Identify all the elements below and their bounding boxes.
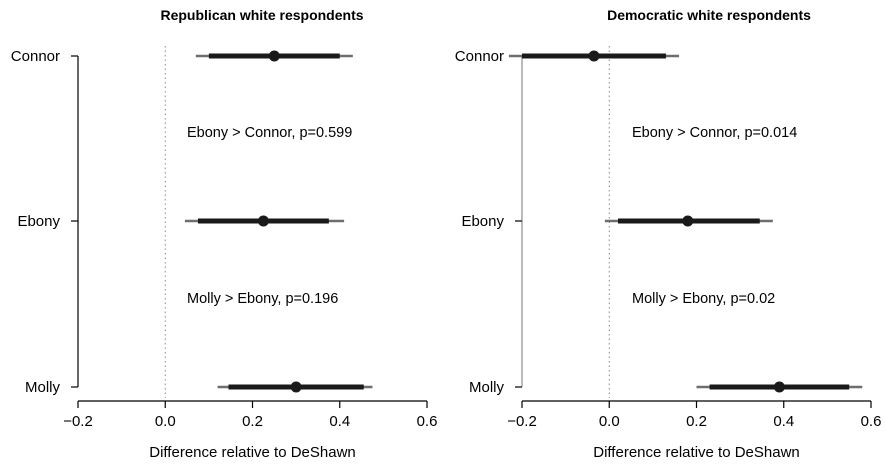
estimate-point [588, 50, 600, 62]
x-tick-label: −0.2 [507, 413, 537, 430]
y-tick-label: Connor [455, 48, 504, 65]
x-tick-label: 0.4 [773, 413, 794, 430]
annotation: Molly > Ebony, p=0.02 [632, 291, 775, 307]
y-tick-label: Ebony [461, 213, 504, 230]
estimate-point [773, 381, 785, 393]
y-tick-label: Connor [11, 48, 60, 65]
y-tick-label: Molly [469, 379, 505, 396]
y-tick-label: Ebony [17, 213, 60, 230]
estimate-point [682, 215, 694, 227]
x-tick-label: 0.4 [329, 413, 350, 430]
x-tick-label: −0.2 [63, 413, 93, 430]
x-axis-label: Difference relative to DeShawn [593, 444, 800, 461]
x-tick-label: 0.2 [686, 413, 707, 430]
panel-title: Republican white respondents [160, 7, 363, 23]
estimate-point [257, 215, 269, 227]
panel-title: Democratic white respondents [607, 7, 811, 23]
annotation: Ebony > Connor, p=0.014 [632, 125, 797, 141]
annotation: Ebony > Connor, p=0.599 [187, 125, 352, 141]
x-tick-label: 0.6 [861, 413, 882, 430]
x-tick-label: 0.2 [242, 413, 263, 430]
x-tick-label: 0.0 [599, 413, 620, 430]
y-tick-label: Molly [25, 379, 61, 396]
estimate-point [290, 381, 302, 393]
x-tick-label: 0.0 [155, 413, 176, 430]
x-tick-label: 0.6 [417, 413, 438, 430]
x-axis-label: Difference relative to DeShawn [149, 444, 356, 461]
annotation: Molly > Ebony, p=0.196 [187, 291, 338, 307]
estimate-point [268, 50, 280, 62]
